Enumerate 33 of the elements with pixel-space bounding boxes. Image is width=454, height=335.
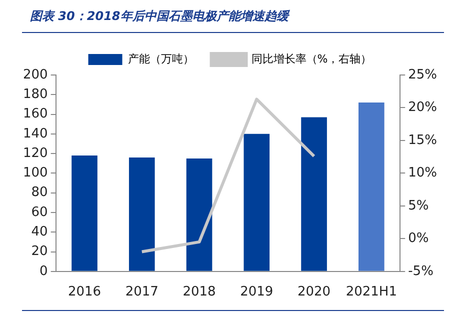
y-tick-label: 180 xyxy=(22,87,48,102)
chart-title: 图表 30：2018年后中国石墨电极产能增速趋缓 xyxy=(30,8,288,25)
bar xyxy=(72,156,98,271)
y-tick-label: 160 xyxy=(22,106,48,122)
bar xyxy=(128,157,155,271)
y-tick-label: 140 xyxy=(22,126,48,142)
y2-tick-label: -5% xyxy=(408,264,434,279)
bar xyxy=(186,158,212,271)
y2-tick-label: 0% xyxy=(408,231,429,246)
y2-tick-label: 25% xyxy=(408,67,438,82)
y-tick-label: 60 xyxy=(31,204,48,220)
x-tick-label: 2018 xyxy=(182,284,216,300)
y-tick-label: 100 xyxy=(22,166,48,181)
y-tick-label: 40 xyxy=(31,224,48,240)
y2-tick-label: 15% xyxy=(408,132,438,148)
x-tick-label: 2019 xyxy=(240,284,274,300)
y2-tick-label: 10% xyxy=(408,166,438,181)
y2-tick-label: 20% xyxy=(408,100,438,116)
y2-tick-label: 5% xyxy=(408,198,429,214)
legend-label: 同比增长率（%，右轴） xyxy=(251,52,372,66)
y-tick-label: 20 xyxy=(31,244,48,260)
x-tick-label: 2020 xyxy=(297,284,331,300)
x-tick-label: 2021H1 xyxy=(346,284,397,300)
x-tick-label: 2016 xyxy=(68,284,102,300)
legend-label: 产能（万吨） xyxy=(128,52,194,66)
y-tick-label: 120 xyxy=(22,146,48,161)
x-tick-label: 2017 xyxy=(125,284,158,300)
y-tick-label: 80 xyxy=(31,185,48,200)
bar xyxy=(301,117,327,271)
y-tick-label: 0 xyxy=(40,264,48,279)
y-tick-label: 200 xyxy=(22,67,48,82)
bar xyxy=(358,102,384,271)
bar xyxy=(244,134,270,271)
